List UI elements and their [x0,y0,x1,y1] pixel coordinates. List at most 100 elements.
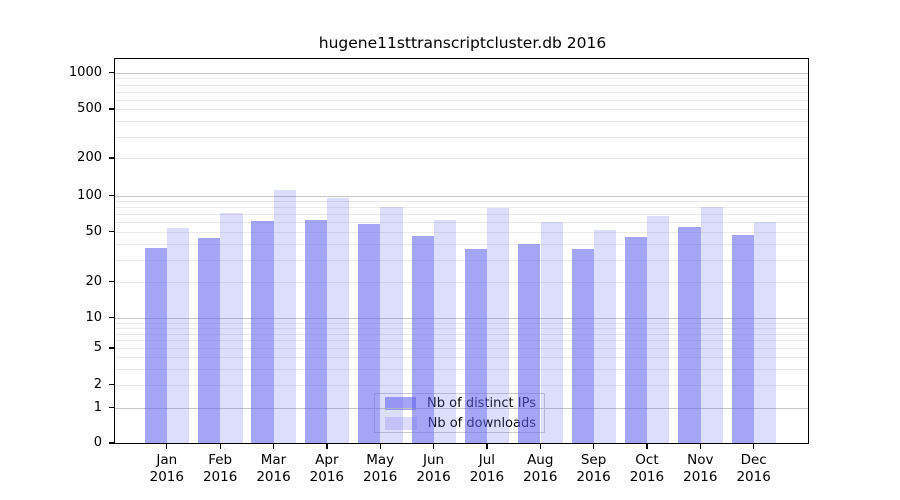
x-tick-mark-may [379,444,381,449]
x-tick-label-may: May 2016 [363,452,398,485]
gridline-minor [115,259,808,261]
plot-area: Nb of distinct IPs Nb of downloads [114,58,809,444]
gridline-1 [115,407,808,409]
gridline-minor [115,340,808,342]
gridline-minor [115,333,808,335]
y-tick-mark-10 [109,316,114,319]
bar-downloads-apr [327,198,350,443]
y-tick-mark-100 [109,194,114,197]
x-tick-mark-feb [219,444,221,449]
gridline-100 [115,195,808,197]
bar-distinct-ips-dec [731,234,754,443]
x-tick-label-mar: Mar 2016 [256,452,291,485]
x-tick-label-sep: Sep 2016 [576,452,611,485]
gridline-500 [115,109,808,111]
gridline-minor [115,222,808,224]
gridline-minor [115,84,808,86]
legend-swatch-downloads [385,416,417,430]
x-tick-mark-dec [753,444,755,449]
legend-swatch-distinct-ips [385,396,417,410]
x-tick-label-oct: Oct 2016 [629,452,665,485]
x-tick-label-dec: Dec 2016 [736,452,771,485]
y-tick-mark-2 [109,383,114,386]
gridline-minor [115,322,808,324]
y-tick-label-50: 50 [85,223,102,239]
chart-title: hugene11sttranscriptcluster.db 2016 [318,34,607,52]
x-tick-mark-jan [166,444,168,449]
y-tick-label-20: 20 [85,273,102,289]
x-tick-label-feb: Feb 2016 [202,452,238,485]
x-tick-label-nov: Nov 2016 [683,452,718,485]
bar-distinct-ips-feb [198,238,221,443]
bar-downloads-dec [753,222,777,443]
bar-downloads-aug [540,222,563,443]
bar-downloads-mar [273,190,297,443]
x-tick-mark-jun [432,444,435,449]
bar-distinct-ips-mar [251,221,274,443]
x-tick-label-jun: Jun 2016 [416,452,451,485]
bar-distinct-ips-sep [571,249,594,443]
gridline-5 [115,348,808,350]
y-tick-label-1000: 1000 [68,64,102,80]
x-tick-label-apr: Apr 2016 [309,452,345,485]
y-tick-mark-5 [109,347,114,349]
y-tick-label-2: 2 [93,376,102,392]
y-tick-mark-1 [109,406,114,409]
y-tick-label-100: 100 [77,187,102,203]
bar-distinct-ips-jul [464,249,488,443]
gridline-minor [115,368,808,370]
y-tick-label-1: 1 [93,399,102,415]
gridline-200 [115,158,808,160]
bar-downloads-sep [593,230,617,443]
y-tick-mark-500 [109,108,114,110]
bar-downloads-jul [487,207,510,443]
bar-downloads-oct [647,215,670,443]
bar-distinct-ips-aug [518,243,541,443]
gridline-2 [115,384,808,386]
y-tick-label-500: 500 [77,101,102,116]
gridline-50 [115,231,808,233]
legend-item-downloads: Nb of downloads [385,416,536,431]
x-tick-mark-apr [326,444,328,449]
gridline-minor [115,201,808,203]
bar-distinct-ips-may [358,223,381,443]
bar-distinct-ips-jan [144,247,168,443]
gridline-minor [115,244,808,246]
y-tick-mark-0 [109,442,114,444]
x-tick-mark-nov [699,444,701,449]
bar-downloads-feb [220,212,243,443]
gridline-minor [115,207,808,209]
bar-distinct-ips-nov [678,226,701,443]
y-tick-mark-20 [109,280,114,283]
gridline-10 [115,317,808,319]
bar-downloads-jan [167,228,190,443]
x-tick-mark-mar [272,444,275,449]
x-tick-mark-aug [539,444,541,449]
gridline-minor [115,357,808,359]
x-tick-label-aug: Aug 2016 [523,452,558,485]
gridline-minor [115,91,808,93]
gridline-minor [115,214,808,216]
y-tick-label-10: 10 [85,309,102,325]
x-tick-mark-oct [646,444,648,449]
x-tick-label-jan: Jan 2016 [149,452,184,485]
gridline-1000 [115,72,808,74]
bar-distinct-ips-jun [411,236,434,443]
gridline-20 [115,281,808,283]
bar-downloads-may [380,207,403,443]
y-tick-mark-50 [109,230,114,233]
bar-distinct-ips-apr [304,219,328,443]
y-tick-label-200: 200 [77,150,102,165]
x-tick-mark-jul [486,444,488,449]
y-tick-mark-1000 [109,71,114,74]
bar-distinct-ips-oct [624,237,648,443]
x-tick-label-jul: Jul 2016 [469,452,505,485]
y-tick-mark-200 [109,157,114,159]
bar-downloads-nov [700,207,723,443]
bar-downloads-jun [433,220,457,443]
gridline-minor [115,327,808,329]
y-tick-label-5: 5 [93,340,102,355]
gridline-minor [115,78,808,80]
gridline-minor [115,136,808,138]
